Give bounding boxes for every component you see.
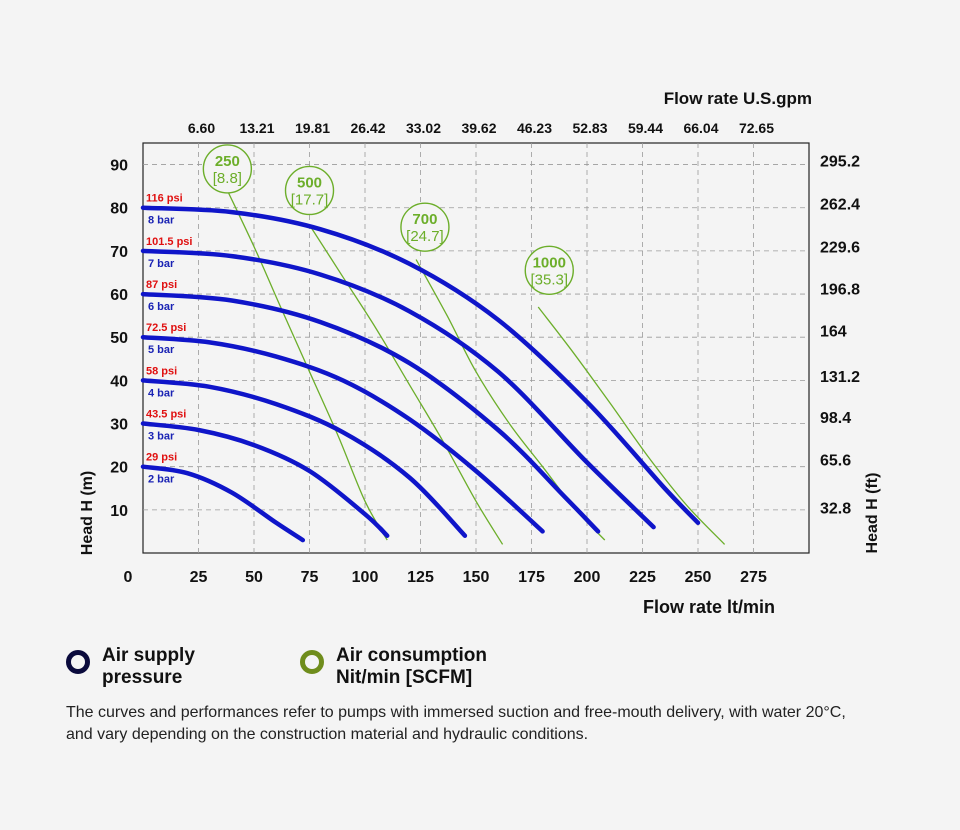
- navy-ring-icon: [66, 650, 90, 674]
- consumption-scfm: [24.7]: [406, 228, 444, 245]
- consumption-value: 500: [297, 174, 322, 191]
- x-tick-label: 150: [463, 569, 490, 586]
- consumption-value: 1000: [533, 254, 566, 271]
- consumption-value: 700: [412, 211, 437, 228]
- bar-label: 8 bar: [148, 215, 175, 227]
- psi-label: 43.5 psi: [146, 409, 186, 421]
- legend-pressure-label: Air supply pressure: [102, 645, 195, 688]
- right-tick-label: 164: [820, 324, 847, 341]
- x-tick-label: 250: [685, 569, 712, 586]
- top-tick-label: 46.23: [517, 120, 552, 136]
- consumption-value: 250: [215, 153, 240, 170]
- bar-label: 3 bar: [148, 431, 175, 443]
- right-tick-label: 98.4: [820, 410, 851, 427]
- y-axis-title-left: Head H (m): [79, 471, 96, 555]
- top-tick-label: 13.21: [239, 120, 274, 136]
- consumption-scfm: [8.8]: [213, 170, 242, 187]
- top-tick-label: 66.04: [683, 120, 718, 136]
- top-tick-label: 33.02: [406, 120, 441, 136]
- bar-label: 2 bar: [148, 474, 175, 486]
- top-tick-label: 39.62: [461, 120, 496, 136]
- top-tick-label: 6.60: [188, 120, 215, 136]
- pressure-curve-3-bar: [140, 421, 390, 538]
- top-tick-label: 19.81: [295, 120, 330, 136]
- y-tick-label: 20: [110, 460, 128, 477]
- psi-label: 58 psi: [146, 365, 177, 377]
- pressure-curve-5-bar: [140, 334, 545, 534]
- consumption-scfm: [17.7]: [291, 191, 329, 208]
- top-tick-label: 59.44: [628, 120, 663, 136]
- right-tick-label: 229.6: [820, 240, 860, 257]
- y-tick-label: 40: [110, 373, 128, 390]
- bar-label: 4 bar: [148, 387, 175, 399]
- top-tick-label: 72.65: [739, 120, 774, 136]
- y-axis-title-right: Head H (ft): [864, 473, 881, 554]
- x-axis-title-top: Flow rate U.S.gpm: [664, 89, 812, 108]
- y-tick-label: 50: [110, 330, 128, 347]
- pressure-curve-4-bar: [140, 378, 468, 538]
- consumption-scfm: [35.3]: [530, 271, 568, 288]
- right-tick-label: 32.8: [820, 500, 851, 517]
- right-tick-label: 196.8: [820, 281, 860, 298]
- x-origin-label: 0: [124, 569, 133, 586]
- y-tick-label: 30: [110, 417, 128, 434]
- legend-consumption: Air consumption Nit/min [SCFM]: [300, 645, 506, 689]
- y-tick-label: 10: [110, 503, 128, 520]
- psi-label: 101.5 psi: [146, 236, 192, 248]
- x-tick-label: 75: [301, 569, 319, 586]
- x-tick-label: 200: [574, 569, 601, 586]
- x-tick-label: 100: [352, 569, 379, 586]
- performance-note: The curves and performances refer to pum…: [66, 704, 846, 743]
- pressure-curve-8-bar: [140, 205, 701, 526]
- psi-label: 116 psi: [146, 193, 183, 205]
- right-tick-label: 295.2: [820, 153, 860, 170]
- consumption-bubble: [524, 245, 574, 296]
- legend-consumption-label: Air consumption Nit/min [SCFM]: [336, 645, 487, 688]
- consumption-bubble: [400, 202, 450, 252]
- x-tick-label: 50: [245, 569, 263, 586]
- top-tick-label: 26.42: [350, 120, 385, 136]
- y-tick-label: 60: [110, 287, 128, 304]
- bar-label: 7 bar: [148, 258, 175, 270]
- x-tick-label: 275: [740, 569, 767, 586]
- consumption-bubble: [284, 165, 335, 216]
- legend-pressure: Air supply pressure: [66, 645, 272, 689]
- y-tick-label: 80: [110, 201, 128, 218]
- consumption-curve-500: [308, 224, 504, 545]
- right-tick-label: 131.2: [820, 369, 860, 386]
- bar-label: 5 bar: [148, 344, 175, 356]
- consumption-curve-1000: [537, 306, 726, 545]
- green-ring-icon: [300, 650, 324, 674]
- x-tick-label: 25: [190, 569, 208, 586]
- x-axis-title-bottom: Flow rate lt/min: [643, 597, 775, 617]
- pump-performance-chart: 25 50 75 100 125 150 175 200 225 250 275 0 10 20 30 40 5…: [79, 89, 881, 617]
- consumption-curve-250: [226, 190, 388, 541]
- pressure-curve-2-bar: [140, 464, 306, 543]
- right-tick-label: 262.4: [820, 196, 860, 213]
- consumption-curve-700: [415, 259, 606, 541]
- x-tick-label: 125: [407, 569, 434, 586]
- y-tick-label: 90: [110, 158, 128, 175]
- consumption-bubble: [202, 144, 253, 194]
- psi-label: 87 psi: [146, 279, 177, 291]
- x-tick-label: 225: [629, 569, 656, 586]
- bar-label: 6 bar: [148, 301, 175, 313]
- x-tick-label: 175: [518, 569, 545, 586]
- pressure-curve-6-bar: [140, 291, 601, 534]
- psi-label: 72.5 psi: [146, 322, 186, 334]
- psi-label: 29 psi: [146, 452, 177, 464]
- pressure-curve-7-bar: [140, 248, 656, 530]
- y-tick-label: 70: [110, 244, 128, 261]
- top-tick-label: 52.83: [572, 120, 607, 136]
- right-tick-label: 65.6: [820, 452, 851, 469]
